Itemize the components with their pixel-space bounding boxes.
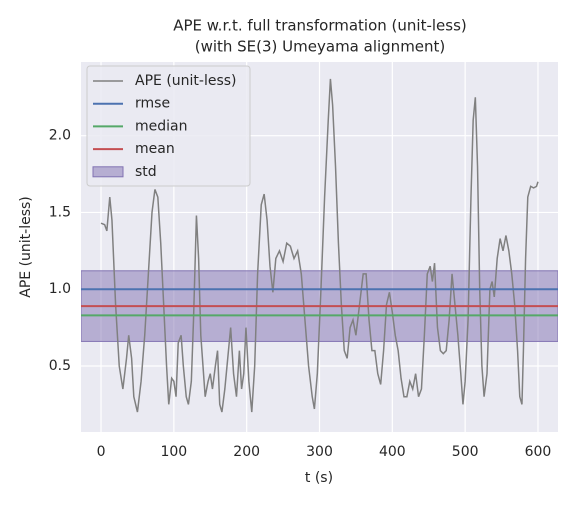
legend: APE (unit-less) rmse median mean std <box>86 65 251 187</box>
x-tick-label: 0 <box>97 444 106 460</box>
legend-label: rmse <box>135 96 170 112</box>
x-tick-label: 400 <box>379 444 406 460</box>
legend-swatch <box>92 166 124 178</box>
x-tick-label: 600 <box>525 444 552 460</box>
legend-label: median <box>135 118 187 134</box>
y-tick-label: 1.0 <box>49 281 71 297</box>
y-tick-label: 1.5 <box>49 204 71 220</box>
legend-label: mean <box>135 141 175 157</box>
x-tick-label: 100 <box>160 444 187 460</box>
ape-line <box>100 78 539 413</box>
legend-label: std <box>135 164 157 180</box>
x-tick-label: 300 <box>306 444 333 460</box>
x-tick-label: 200 <box>233 444 260 460</box>
x-tick-label: 500 <box>452 444 479 460</box>
chart-subtitle: (with SE(3) Umeyama alignment) <box>195 38 446 56</box>
y-tick-label: 2.0 <box>49 128 71 144</box>
legend-box <box>86 65 251 187</box>
chart-title: APE w.r.t. full transformation (unit-les… <box>173 17 467 35</box>
y-tick-label: 0.5 <box>49 358 71 374</box>
plot <box>81 78 558 413</box>
x-axis-label: t (s) <box>305 470 333 486</box>
legend-label: APE (unit-less) <box>135 73 237 89</box>
y-axis-label: APE (unit-less) <box>18 196 34 298</box>
